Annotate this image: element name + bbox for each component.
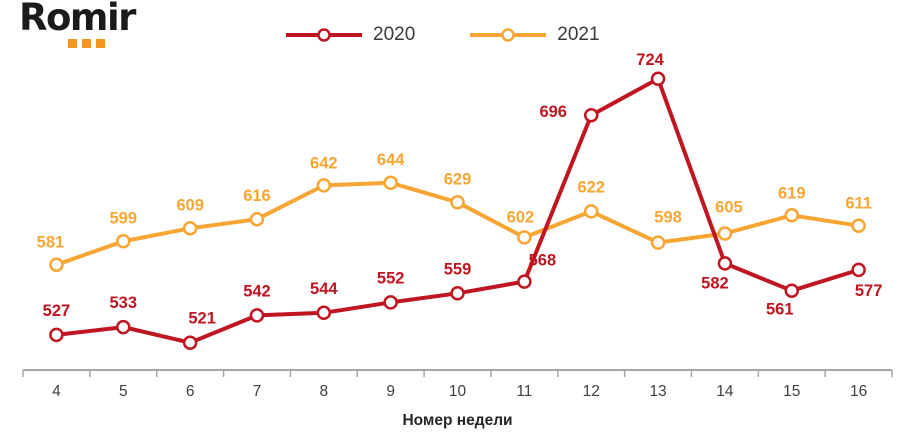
data-label-2020-week-6: 521 [188, 310, 216, 328]
x-tick-label: 10 [449, 383, 467, 400]
data-point-2021-week-8[interactable] [316, 178, 332, 193]
data-point-2020-week-16[interactable] [851, 262, 866, 278]
data-point-2020-week-8[interactable] [316, 305, 332, 321]
data-point-2020-week-15[interactable] [784, 283, 800, 298]
chart-legend: 2020 2021 [285, 24, 600, 46]
legend-label: 2021 [557, 24, 600, 45]
data-label-2020-week-11: 568 [529, 252, 557, 270]
data-point-2021-week-5[interactable] [116, 234, 131, 249]
data-label-2021-week-16: 611 [845, 195, 872, 213]
x-tick-label: 8 [320, 383, 329, 400]
x-tick-label: 16 [850, 383, 867, 400]
data-label-2021-week-8: 642 [310, 154, 338, 172]
x-tick-label: 5 [119, 383, 128, 400]
data-label-2021-week-7: 616 [243, 187, 271, 205]
data-point-2020-week-14[interactable] [717, 256, 733, 271]
data-point-2020-week-9[interactable] [383, 295, 398, 310]
data-label-2020-week-9: 552 [377, 269, 405, 287]
x-tick-label: 7 [253, 383, 262, 400]
data-point-2021-week-16[interactable] [851, 218, 866, 233]
data-label-2020-week-14: 582 [701, 274, 729, 292]
data-point-2021-week-12[interactable] [583, 204, 599, 219]
x-tick-label: 13 [649, 383, 666, 400]
x-tick-label: 11 [516, 383, 532, 400]
legend-label: 2020 [373, 24, 416, 45]
data-label-2021-week-4: 581 [37, 234, 65, 252]
data-point-2020-week-13[interactable] [650, 71, 666, 87]
data-point-2020-week-11[interactable] [517, 274, 532, 289]
x-tick-label: 12 [583, 383, 600, 400]
data-point-2020-week-6[interactable] [182, 335, 198, 350]
x-axis-title: Номер недели [402, 412, 512, 429]
data-label-2021-week-14: 605 [715, 199, 743, 217]
legend-marker-icon [470, 28, 547, 42]
data-point-2021-week-7[interactable] [249, 211, 265, 227]
data-point-2021-week-11[interactable] [517, 230, 532, 245]
romir-logo: Romir [19, 0, 136, 40]
romir-logo-text: Romir [19, 0, 136, 39]
data-label-2021-week-13: 598 [654, 209, 682, 227]
data-point-2021-week-15[interactable] [784, 208, 800, 223]
x-tick-label: 14 [716, 383, 734, 400]
data-point-2020-week-12[interactable] [583, 107, 599, 123]
data-label-2020-week-13: 724 [636, 51, 664, 69]
legend-item-2020[interactable]: 2020 [285, 24, 415, 46]
data-label-2020-week-7: 542 [243, 282, 271, 300]
data-label-2020-week-4: 527 [43, 302, 71, 320]
data-point-2020-week-10[interactable] [450, 286, 465, 301]
data-point-2021-week-6[interactable] [182, 221, 198, 236]
data-label-2020-week-5: 533 [110, 294, 138, 312]
data-label-2021-week-15: 619 [778, 184, 806, 202]
data-label-2021-week-6: 609 [176, 196, 204, 214]
logo-dot [96, 39, 105, 48]
data-point-2020-week-7[interactable] [249, 308, 265, 323]
data-label-2021-week-5: 599 [110, 209, 138, 227]
romir-logo-dots [68, 39, 105, 48]
x-tick-label: 15 [783, 383, 800, 400]
data-label-2021-week-10: 629 [444, 170, 472, 188]
data-label-2021-week-12: 622 [577, 178, 605, 196]
data-label-2021-week-11: 602 [507, 208, 535, 226]
data-label-2020-week-10: 559 [444, 260, 472, 278]
data-point-2021-week-9[interactable] [383, 175, 398, 191]
logo-dot [82, 39, 91, 48]
data-point-2020-week-4[interactable] [49, 327, 64, 343]
data-label-2020-week-12: 696 [539, 103, 567, 121]
x-tick-label: 9 [386, 383, 395, 400]
data-label-2020-week-8: 544 [310, 280, 338, 298]
data-label-2020-week-16: 577 [855, 282, 883, 300]
data-point-2021-week-14[interactable] [717, 226, 733, 241]
data-point-2021-week-10[interactable] [450, 195, 465, 210]
legend-item-2021[interactable]: 2021 [469, 24, 600, 46]
data-point-2020-week-5[interactable] [116, 319, 131, 335]
data-label-2020-week-15: 561 [766, 301, 794, 319]
data-point-2021-week-4[interactable] [49, 257, 64, 272]
legend-marker-icon [286, 28, 362, 42]
data-label-2021-week-9: 644 [377, 151, 405, 169]
x-tick-label: 6 [186, 383, 195, 400]
data-point-2021-week-13[interactable] [650, 235, 666, 250]
x-tick-label: 4 [52, 383, 61, 400]
logo-dot [68, 39, 77, 48]
